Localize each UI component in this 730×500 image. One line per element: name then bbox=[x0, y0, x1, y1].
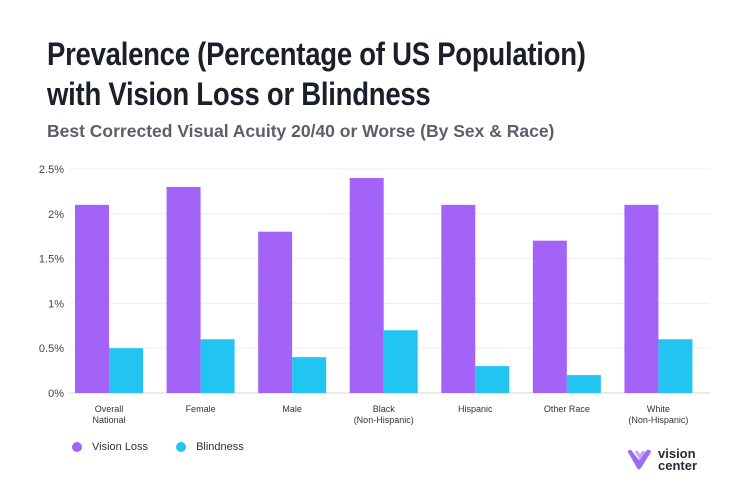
x-tick-label: Black bbox=[373, 404, 396, 414]
legend-label-vision-loss: Vision Loss bbox=[92, 441, 149, 453]
bar-blindness bbox=[292, 357, 327, 393]
legend: Vision Loss Blindness bbox=[72, 441, 272, 453]
x-tick-label: Male bbox=[282, 404, 302, 414]
x-tick-label: (Non-Hispanic) bbox=[354, 415, 414, 425]
bar-vision-loss bbox=[166, 186, 201, 393]
x-tick-label: Other Race bbox=[544, 404, 590, 414]
y-tick-label: 0.5% bbox=[39, 343, 64, 355]
y-tick-label: 1% bbox=[48, 298, 64, 310]
bar-vision-loss bbox=[532, 240, 567, 393]
x-tick-label: Female bbox=[186, 404, 216, 414]
chart-subtitle: Best Corrected Visual Acuity 20/40 or Wo… bbox=[47, 121, 555, 141]
legend-swatch-blindness bbox=[176, 442, 187, 452]
bar-blindness bbox=[658, 339, 693, 393]
bar-blindness bbox=[383, 330, 418, 393]
bar-vision-loss bbox=[441, 204, 476, 393]
y-tick-label: 2.5% bbox=[39, 164, 64, 176]
logo-text-vision: vision bbox=[658, 446, 696, 461]
bar-blindness bbox=[475, 366, 510, 393]
y-tick-label: 2% bbox=[48, 209, 64, 221]
x-tick-label: White bbox=[647, 404, 670, 414]
chart-title: Prevalence (Percentage of US Population)… bbox=[47, 36, 586, 112]
legend-label-blindness: Blindness bbox=[196, 441, 244, 453]
x-tick-label: National bbox=[92, 415, 125, 425]
x-tick-label: (Non-Hispanic) bbox=[628, 415, 688, 425]
bar-blindness bbox=[109, 348, 143, 393]
bar-blindness bbox=[566, 375, 601, 393]
y-tick-label: 1.5% bbox=[39, 254, 64, 266]
logo-text-center: center bbox=[658, 458, 698, 473]
vision-center-logo: vision center bbox=[626, 446, 698, 473]
bar-vision-loss bbox=[349, 177, 384, 393]
y-tick-label: 0% bbox=[48, 388, 64, 400]
bar-blindness bbox=[200, 339, 235, 393]
legend-swatch-vision-loss bbox=[72, 442, 82, 452]
bar-vision-loss bbox=[75, 204, 109, 393]
x-tick-label: Hispanic bbox=[458, 404, 493, 414]
logo-icon bbox=[628, 449, 651, 470]
legend-item-vision-loss: Vision Loss bbox=[72, 441, 148, 453]
bar-vision-loss bbox=[258, 231, 293, 393]
bar-vision-loss bbox=[624, 204, 659, 393]
legend-item-blindness: Blindness bbox=[176, 441, 244, 453]
x-tick-label: Overall bbox=[95, 404, 124, 414]
